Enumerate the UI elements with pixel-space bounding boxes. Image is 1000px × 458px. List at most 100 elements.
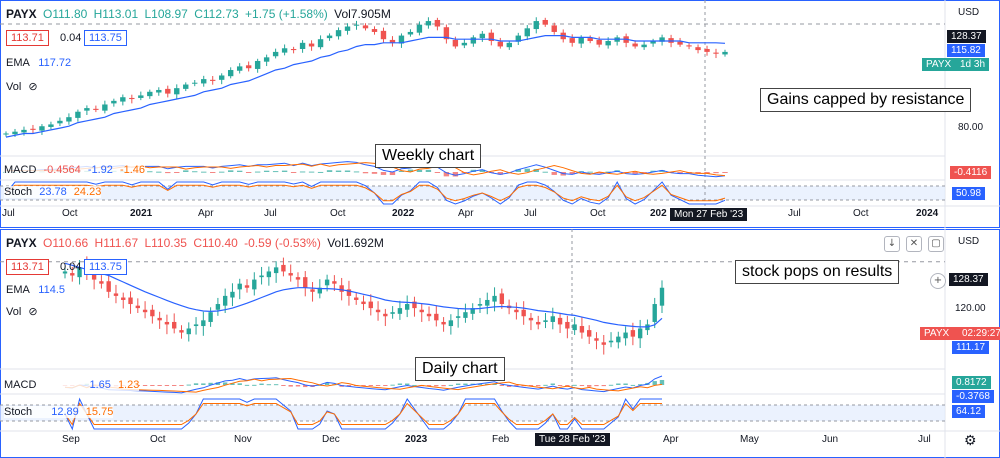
ask-price-button[interactable]: 113.75 bbox=[84, 259, 127, 275]
macd-histogram-bar bbox=[659, 379, 665, 385]
ask-price-button[interactable]: 113.75 bbox=[84, 30, 127, 46]
macd-line bbox=[64, 375, 663, 394]
ohlc-open: O110.66 bbox=[43, 236, 89, 250]
macd-histogram-bar bbox=[569, 172, 575, 175]
x-tick-label: Jul bbox=[788, 208, 801, 219]
candle-body bbox=[344, 26, 351, 31]
macd-histogram-bar bbox=[186, 384, 191, 386]
candle-body bbox=[91, 273, 97, 280]
macd-histogram-bar bbox=[536, 385, 541, 387]
macd-histogram-bar bbox=[254, 171, 261, 173]
candle-body bbox=[346, 289, 352, 296]
resistance-price-tag: 128.37 bbox=[947, 30, 986, 43]
macd-histogram-bar bbox=[324, 382, 330, 385]
candle-body bbox=[461, 42, 468, 46]
arrow-down-icon[interactable]: ↓ bbox=[884, 236, 900, 252]
add-alert-icon[interactable]: + bbox=[930, 273, 946, 289]
macd-histogram-bar bbox=[443, 172, 450, 177]
macd-histogram-bar bbox=[601, 385, 606, 387]
candle-body bbox=[659, 37, 665, 42]
candle-body bbox=[608, 340, 614, 343]
currency-label[interactable]: USD bbox=[958, 7, 980, 18]
symbol-label[interactable]: PAYX bbox=[6, 7, 37, 21]
candle-body bbox=[201, 79, 207, 84]
price-axis-120: 120.00 bbox=[955, 303, 986, 314]
results-callout[interactable]: stock pops on results bbox=[735, 260, 900, 284]
ema-name: EMA bbox=[6, 284, 30, 296]
candle-body bbox=[533, 21, 539, 30]
candle-body bbox=[686, 45, 692, 47]
macd-histogram-bar bbox=[641, 172, 647, 173]
price-tag-symbol: PAYX 02:29:27 bbox=[920, 327, 1000, 340]
candle-body bbox=[587, 330, 592, 337]
macd-histogram-bar bbox=[222, 382, 228, 385]
bid-price-button[interactable]: 113.71 bbox=[6, 30, 49, 46]
macd-histogram-bar bbox=[383, 385, 388, 386]
candle-body bbox=[407, 31, 414, 35]
macd-histogram-bar bbox=[605, 171, 611, 173]
macd-histogram-bar bbox=[515, 169, 521, 172]
candle-body bbox=[332, 281, 337, 284]
x-tick-label: Jul bbox=[2, 208, 15, 219]
candle-body bbox=[111, 100, 117, 104]
bid-price-button[interactable]: 113.71 bbox=[6, 259, 49, 275]
macd-histogram-bar bbox=[448, 384, 454, 386]
macd-histogram-bar bbox=[616, 383, 621, 385]
volume-label: Vol7.905M bbox=[334, 7, 391, 21]
macd-histogram-bar bbox=[404, 383, 410, 385]
daily-chart-canvas[interactable] bbox=[0, 229, 1000, 458]
stoch-axis-tag: 64.12 bbox=[952, 405, 986, 418]
ema-label: EMA 114.5 bbox=[6, 284, 65, 296]
weekly-chart-panel[interactable]: PAYX O111.80 H113.01 L108.97 C112.73 +1.… bbox=[0, 0, 1000, 228]
candle-body bbox=[630, 330, 636, 337]
macd-histogram-bar bbox=[650, 170, 656, 172]
macd-histogram-bar bbox=[434, 172, 441, 173]
macd-histogram-bar bbox=[543, 384, 548, 386]
candle-body bbox=[565, 321, 570, 329]
macd-histogram-bar bbox=[215, 382, 221, 385]
candle-body bbox=[164, 321, 170, 325]
daily-chart-panel[interactable]: PAYX O110.66 H111.67 L110.35 C110.40 -0.… bbox=[0, 229, 1000, 458]
candle-body bbox=[295, 277, 301, 280]
macd-histogram-bar bbox=[587, 171, 593, 173]
eye-hidden-icon[interactable]: ⊘ bbox=[28, 81, 38, 93]
macd-histogram-bar bbox=[497, 172, 504, 175]
weekly-chart-annotation[interactable]: Weekly chart bbox=[375, 144, 482, 168]
resistance-callout[interactable]: Gains capped by resistance bbox=[760, 88, 972, 112]
stoch-k-line bbox=[64, 397, 662, 431]
candle-body bbox=[637, 328, 643, 339]
candle-body bbox=[172, 321, 177, 329]
candle-body bbox=[623, 332, 628, 339]
daily-chart-annotation[interactable]: Daily chart bbox=[415, 357, 505, 381]
settings-icon[interactable]: ⚙ bbox=[964, 432, 977, 448]
ema-name: EMA bbox=[6, 57, 30, 69]
weekly-chart-canvas[interactable] bbox=[0, 0, 1000, 228]
ohlc-high: H113.01 bbox=[93, 7, 139, 21]
macd-histogram-bar bbox=[172, 385, 177, 386]
candle-body bbox=[222, 295, 228, 306]
macd-histogram-bar bbox=[259, 383, 264, 385]
macd-histogram-bar bbox=[193, 383, 199, 385]
symbol-label[interactable]: PAYX bbox=[6, 236, 37, 250]
x-tick-label: Jul bbox=[524, 208, 537, 219]
candle-body bbox=[354, 297, 359, 300]
macd-histogram-bar bbox=[492, 383, 497, 385]
candle-body bbox=[310, 289, 315, 292]
macd-histogram-bar bbox=[201, 171, 207, 173]
vol-name: Vol bbox=[6, 81, 22, 93]
x-tick-label: Jul bbox=[264, 208, 277, 219]
candle-body bbox=[12, 131, 18, 135]
macd-histogram-bar bbox=[441, 385, 446, 387]
macd-histogram-bar bbox=[273, 384, 279, 386]
maximize-icon[interactable]: ▢ bbox=[928, 236, 944, 252]
eye-hidden-icon[interactable]: ⊘ bbox=[28, 306, 38, 318]
candle-body bbox=[543, 320, 548, 322]
candle-body bbox=[506, 42, 512, 48]
macd-histogram-bar bbox=[637, 384, 643, 386]
close-icon[interactable]: ✕ bbox=[906, 236, 922, 252]
currency-label[interactable]: USD bbox=[958, 236, 980, 247]
macd-histogram-bar bbox=[375, 385, 381, 386]
x-tick-label: 202 bbox=[650, 208, 667, 219]
macd-histogram-bar bbox=[542, 171, 548, 173]
price-axis-80: 80.00 bbox=[958, 122, 984, 133]
